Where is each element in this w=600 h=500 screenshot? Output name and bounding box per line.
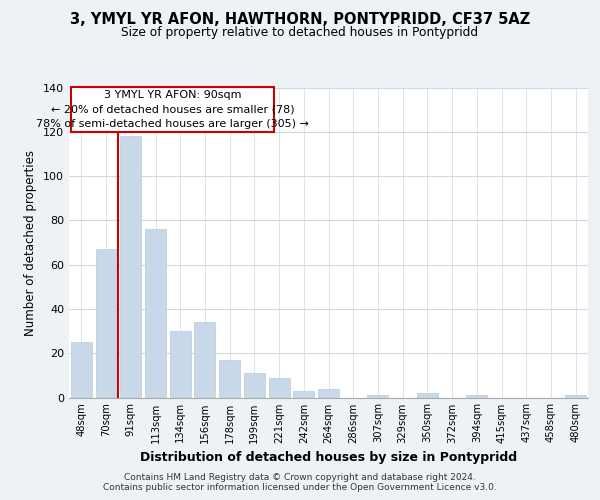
Text: Size of property relative to detached houses in Pontypridd: Size of property relative to detached ho… [121,26,479,39]
Bar [565,396,586,398]
X-axis label: Distribution of detached houses by size in Pontypridd: Distribution of detached houses by size … [140,451,517,464]
Bar [219,360,240,398]
Bar [120,136,141,398]
Bar [145,229,166,398]
Bar [417,393,438,398]
Text: Contains HM Land Registry data © Crown copyright and database right 2024.
Contai: Contains HM Land Registry data © Crown c… [103,473,497,492]
Text: 3, YMYL YR AFON, HAWTHORN, PONTYPRIDD, CF37 5AZ: 3, YMYL YR AFON, HAWTHORN, PONTYPRIDD, C… [70,12,530,28]
Bar [95,249,116,398]
Bar [71,342,92,398]
Bar [170,331,191,398]
Text: 3 YMYL YR AFON: 90sqm
← 20% of detached houses are smaller (78)
78% of semi-deta: 3 YMYL YR AFON: 90sqm ← 20% of detached … [36,90,309,130]
Bar [318,388,339,398]
Bar [367,396,388,398]
Y-axis label: Number of detached properties: Number of detached properties [25,150,37,336]
Bar [194,322,215,398]
Bar [244,373,265,398]
Bar [269,378,290,398]
Bar [71,88,274,132]
Bar [466,396,487,398]
Bar [293,391,314,398]
